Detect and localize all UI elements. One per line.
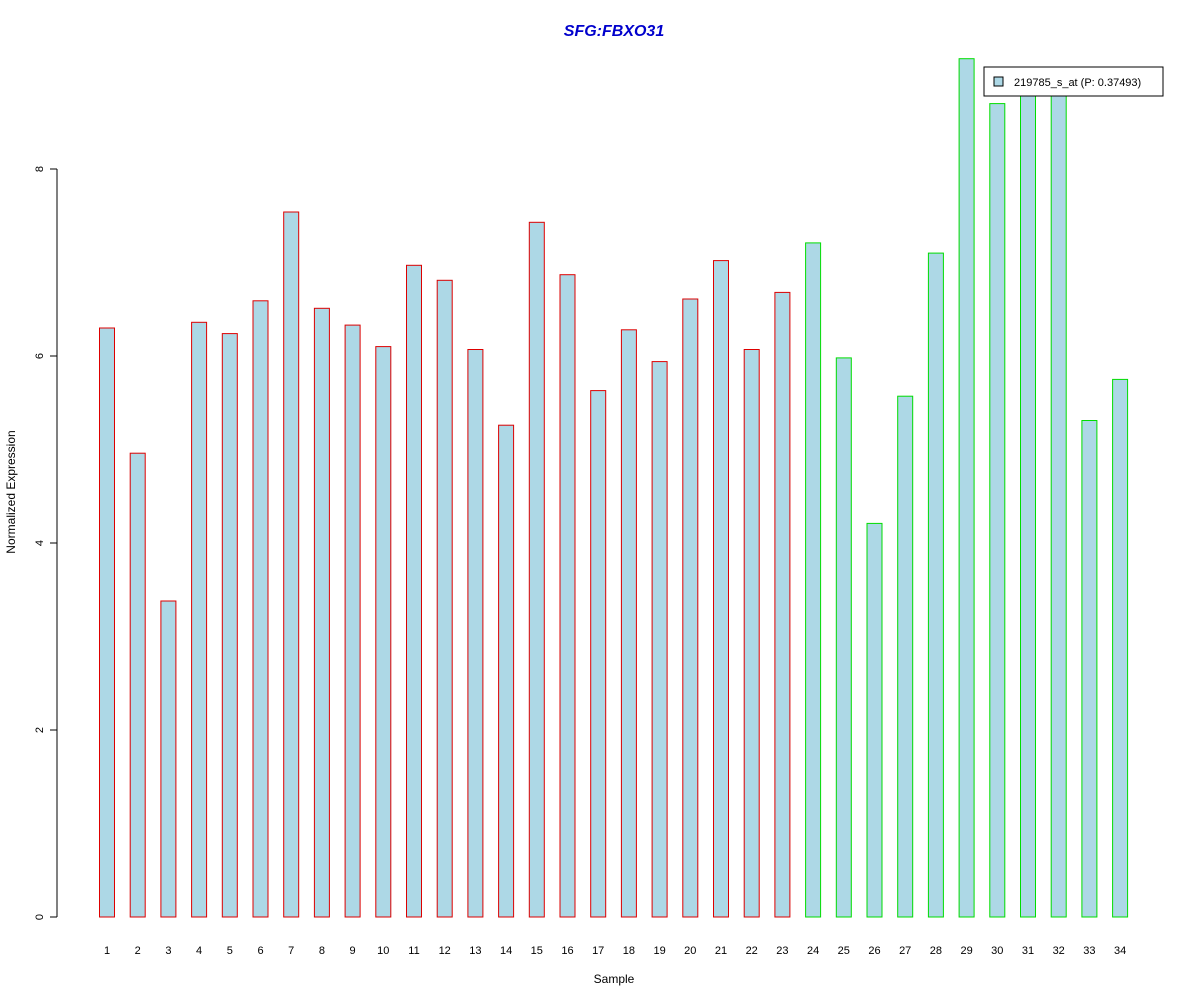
x-tick-label: 14 — [500, 945, 512, 957]
bar-sample-33 — [1081, 420, 1098, 918]
y-tick-label: 2 — [34, 727, 46, 733]
x-tick-label: 23 — [776, 945, 788, 957]
x-tick-label: 19 — [653, 945, 665, 957]
chart-title: SFG:FBXO31 — [564, 23, 665, 40]
x-tick-label: 29 — [960, 945, 972, 957]
x-tick-label: 25 — [838, 945, 850, 957]
bar-sample-6 — [252, 300, 269, 918]
bar-sample-10 — [375, 346, 392, 918]
x-tick-label: 30 — [991, 945, 1003, 957]
bar-sample-1 — [99, 327, 115, 918]
legend-box — [983, 66, 1164, 97]
x-tick-label: 12 — [439, 945, 451, 957]
x-tick-label: 3 — [165, 945, 171, 957]
bar-sample-7 — [283, 211, 300, 918]
x-tick-label: 28 — [930, 945, 942, 957]
x-tick-label: 6 — [257, 945, 263, 957]
bar-sample-8 — [313, 307, 330, 918]
bar-sample-4 — [191, 321, 208, 918]
bar-sample-13 — [467, 349, 484, 918]
bar-sample-22 — [743, 349, 760, 918]
x-tick-labels: 1 2 3 4 5 6 7 8 9 10 11 12 13 14 15 16 17 18 19 20 21 22 23 24 2… — [104, 945, 1126, 957]
bar-sample-18 — [620, 329, 637, 918]
x-tick-label: 31 — [1022, 945, 1034, 957]
y-tick-label: 8 — [34, 166, 46, 172]
bar-sample-5 — [221, 333, 238, 918]
bar-sample-21 — [713, 260, 729, 918]
x-tick-label: 20 — [684, 945, 696, 957]
bar-sample-2 — [129, 452, 146, 918]
bar-sample-9 — [344, 324, 361, 918]
y-axis-label: Normalized Expression — [4, 430, 18, 553]
bar-sample-15 — [528, 221, 545, 918]
x-tick-label: 33 — [1083, 945, 1095, 957]
bar-sample-25 — [835, 357, 852, 918]
bar-sample-30 — [989, 103, 1006, 918]
bars — [99, 58, 1129, 918]
bar-sample-19 — [651, 361, 668, 918]
legend-swatch — [993, 76, 1004, 87]
y-tick-label: 4 — [34, 540, 46, 546]
bar-sample-27 — [897, 395, 914, 918]
y-tick-label: 6 — [34, 353, 46, 359]
x-tick-label: 7 — [288, 945, 294, 957]
bar-sample-14 — [498, 424, 515, 918]
x-tick-label: 11 — [408, 945, 419, 957]
x-tick-label: 34 — [1114, 945, 1126, 957]
bar-sample-12 — [436, 279, 453, 918]
x-tick-label: 15 — [531, 945, 543, 957]
bar-sample-32 — [1050, 93, 1067, 918]
bar-sample-24 — [805, 242, 822, 918]
bar-sample-17 — [590, 390, 607, 918]
x-tick-label: 4 — [196, 945, 202, 957]
x-tick-label: 26 — [868, 945, 880, 957]
x-axis-label: Sample — [594, 972, 635, 986]
x-tick-label: 18 — [623, 945, 635, 957]
bar-sample-26 — [866, 522, 883, 918]
x-tick-label: 27 — [899, 945, 911, 957]
x-tick-label: 16 — [561, 945, 573, 957]
legend-label: 219785_s_at (P: 0.37493) — [1014, 77, 1141, 89]
x-tick-label: 10 — [377, 945, 389, 957]
x-tick-label: 22 — [746, 945, 758, 957]
x-tick-label: 2 — [135, 945, 141, 957]
x-tick-label: 9 — [350, 945, 356, 957]
x-tick-label: 13 — [469, 945, 481, 957]
x-tick-label: 8 — [319, 945, 325, 957]
x-tick-label: 21 — [715, 945, 727, 957]
bar-sample-11 — [406, 264, 422, 918]
x-tick-label: 32 — [1053, 945, 1065, 957]
bar-sample-23 — [774, 291, 791, 918]
bar-sample-34 — [1112, 378, 1129, 918]
bar-sample-31 — [1020, 93, 1036, 918]
x-tick-label: 5 — [227, 945, 233, 957]
y-axis: 0 2 4 6 8 — [34, 166, 58, 920]
legend: 219785_s_at (P: 0.37493) — [983, 66, 1164, 97]
bar-sample-3 — [160, 600, 177, 918]
x-tick-label: 1 — [104, 945, 110, 957]
x-tick-label: 17 — [592, 945, 604, 957]
bar-sample-29 — [958, 58, 975, 918]
x-tick-label: 24 — [807, 945, 819, 957]
y-tick-label: 0 — [34, 914, 46, 920]
bar-sample-16 — [559, 274, 576, 918]
bar-sample-28 — [927, 252, 944, 918]
bar-sample-20 — [682, 298, 699, 918]
